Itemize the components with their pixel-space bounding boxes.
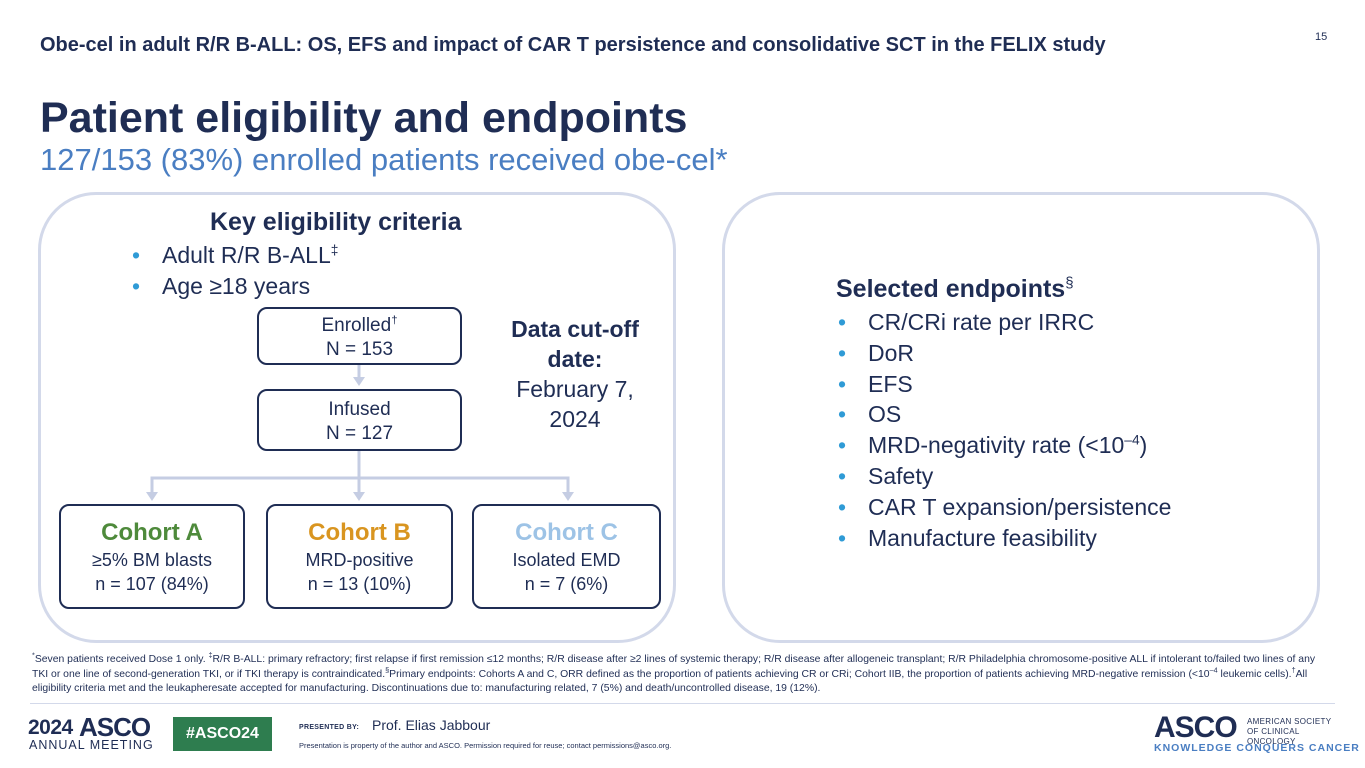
bullet-icon: •: [838, 309, 847, 335]
page-number: 15: [1315, 31, 1328, 43]
infused-box: Infused N = 127: [257, 389, 462, 451]
cohort-a-box: Cohort A ≥5% BM blasts n = 107 (84%): [59, 504, 245, 609]
data-cutoff: Data cut-off date: February 7, 2024: [490, 314, 660, 434]
cohort-count: n = 107 (84%): [95, 574, 209, 594]
footnote: *Seven patients received Dose 1 only. ‡R…: [32, 650, 1316, 694]
bullet-icon: •: [132, 273, 141, 299]
asco-tagline: KNOWLEDGE CONQUERS CANCER: [1154, 742, 1360, 754]
cohort-b-box: Cohort B MRD-positive n = 13 (10%): [266, 504, 453, 609]
bullet-icon: •: [838, 524, 847, 551]
cohort-count: n = 13 (10%): [307, 574, 412, 594]
endpoint-item: • Manufacture feasibility: [838, 523, 1171, 554]
infused-label: Infused: [328, 399, 391, 420]
endpoint-item: • CR/CRi rate per IRRC: [838, 307, 1171, 338]
bullet-icon: •: [838, 401, 847, 428]
cohort-name: Cohort B: [308, 519, 411, 546]
copyright-disclaimer: Presentation is property of the author a…: [299, 741, 672, 750]
slide-subtitle: 127/153 (83%) enrolled patients received…: [40, 142, 728, 177]
enrolled-box: Enrolled† N = 153: [257, 307, 462, 365]
enrolled-count: N = 153: [325, 339, 394, 360]
presenter-name: Prof. Elias Jabbour: [372, 717, 491, 733]
presented-by-label: PRESENTED BY:: [299, 724, 360, 731]
asco-logo: ASCO: [1154, 711, 1238, 744]
presentation-header-title: Obe-cel in adult R/R B-ALL: OS, EFS and …: [40, 34, 1106, 56]
cohort-name: Cohort A: [101, 519, 203, 546]
eligibility-item: • Age ≥18 years: [132, 271, 338, 302]
cohort-criterion: MRD-positive: [305, 550, 414, 570]
cohort-c-box: Cohort C Isolated EMD n = 7 (6%): [472, 504, 661, 609]
eligibility-item: • Adult R/R B-ALL‡: [132, 240, 338, 271]
meeting-logo-year: 2024: [28, 716, 73, 739]
cohort-criterion: ≥5% BM blasts: [92, 550, 212, 570]
cohort-count: n = 7 (6%): [524, 574, 609, 594]
endpoints-panel: [722, 192, 1320, 643]
bullet-icon: •: [838, 432, 847, 459]
footer-divider: [30, 703, 1335, 704]
endpoint-item: • MRD-negativity rate (<10–4): [838, 430, 1171, 461]
endpoint-item: • DoR: [838, 338, 1171, 369]
asco-org-name: AMERICAN SOCIETY OF CLINICAL ONCOLOGY: [1247, 717, 1332, 746]
bullet-icon: •: [838, 339, 847, 366]
endpoint-item: • CAR T expansion/persistence: [838, 492, 1171, 523]
endpoint-item: • EFS: [838, 369, 1171, 400]
bullet-icon: •: [838, 462, 847, 489]
cohort-criterion: Isolated EMD: [512, 550, 621, 570]
meeting-logo-brand: ASCO: [79, 712, 151, 742]
hashtag-badge: #ASCO24: [173, 717, 272, 751]
endpoints-heading: Selected endpoints§: [836, 274, 1074, 303]
bullet-icon: •: [838, 493, 847, 520]
bullet-icon: •: [132, 242, 141, 268]
eligibility-heading: Key eligibility criteria: [210, 208, 462, 236]
cutoff-date: February 7, 2024: [516, 376, 634, 432]
eligibility-list: • Adult R/R B-ALL‡ • Age ≥18 years: [132, 240, 338, 302]
bullet-icon: •: [838, 370, 847, 397]
endpoint-item: • OS: [838, 399, 1171, 430]
cutoff-heading: Data cut-off date:: [511, 316, 639, 372]
cohort-name: Cohort C: [515, 519, 618, 546]
meeting-logo-label: ANNUAL MEETING: [29, 738, 154, 752]
infused-count: N = 127: [325, 423, 394, 444]
endpoint-item: • Safety: [838, 461, 1171, 492]
slide-title: Patient eligibility and endpoints: [40, 94, 688, 142]
endpoints-list: • CR/CRi rate per IRRC • DoR • EFS • OS • MRD…: [838, 307, 1171, 553]
